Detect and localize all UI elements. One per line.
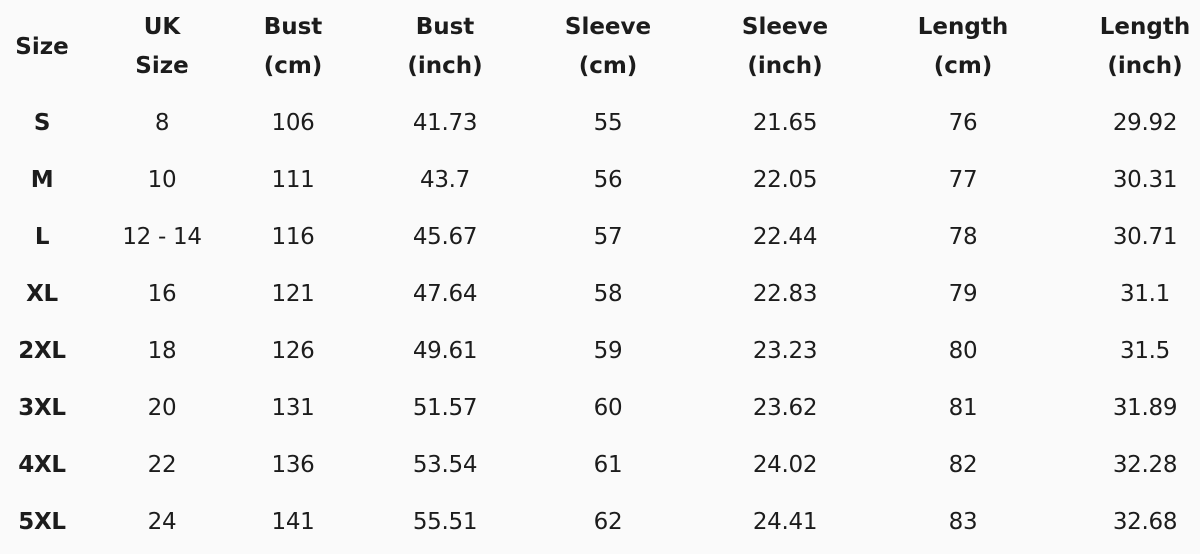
table-cell: 83 [948, 508, 978, 535]
column-header: UK Size [84, 0, 240, 94]
table-cell: 57 [593, 223, 623, 250]
table-cell: 59 [593, 337, 623, 364]
column-header-line: UK [143, 14, 181, 40]
table-row: XL 16 121 47.64 58 22.83 79 31.1 [0, 265, 1200, 322]
table-cell: 141 [271, 508, 315, 535]
table-cell: 81 [948, 394, 978, 421]
table-cell: 49.61 [412, 337, 478, 364]
table-cell: 61 [593, 451, 623, 478]
table-cell: 45.67 [412, 223, 478, 250]
table-row: M 10 111 43.7 56 22.05 77 30.31 [0, 151, 1200, 208]
table-cell: 78 [948, 223, 978, 250]
table-cell: 62 [593, 508, 623, 535]
size-label-cell: S [33, 109, 51, 136]
table-cell: 21.65 [752, 109, 818, 136]
table-row: 5XL 24 141 55.51 62 24.41 83 32.68 [0, 493, 1200, 550]
table-cell: 76 [948, 109, 978, 136]
table-cell: 116 [271, 223, 315, 250]
table-row: L 12 - 14 116 45.67 57 22.44 78 30.71 [0, 208, 1200, 265]
size-label-cell: XL [26, 280, 58, 307]
table-cell: 10 [147, 166, 177, 193]
table-cell: 77 [948, 166, 978, 193]
table-cell: 30.31 [1112, 166, 1178, 193]
column-header: Size [0, 0, 84, 94]
size-label-cell: 2XL [18, 337, 66, 364]
table-cell: 23.23 [752, 337, 818, 364]
table-cell: 31.89 [1112, 394, 1178, 421]
table-row: 2XL 18 126 49.61 59 23.23 80 31.5 [0, 322, 1200, 379]
size-label-cell: M [30, 166, 54, 193]
column-header: Length (cm) [898, 0, 1028, 94]
column-header-line: Length [917, 14, 1009, 40]
column-header-line: (inch) [747, 53, 823, 79]
table-cell: 31.5 [1119, 337, 1170, 364]
size-label-cell: L [34, 223, 50, 250]
table-cell: 30.71 [1112, 223, 1178, 250]
column-header-line: Bust [263, 14, 323, 40]
table-cell: 79 [948, 280, 978, 307]
size-label-cell: 3XL [18, 394, 66, 421]
table-cell: 32.28 [1112, 451, 1178, 478]
column-header-line: Size [15, 33, 69, 60]
table-cell: 55 [593, 109, 623, 136]
table-row: 3XL 20 131 51.57 60 23.62 81 31.89 [0, 379, 1200, 436]
table-cell: 24.02 [752, 451, 818, 478]
table-cell: 24.41 [752, 508, 818, 535]
size-label-cell: 5XL [18, 508, 66, 535]
table-cell: 60 [593, 394, 623, 421]
table-cell: 32.68 [1112, 508, 1178, 535]
table-cell: 136 [271, 451, 315, 478]
table-cell: 41.73 [412, 109, 478, 136]
table-cell: 121 [271, 280, 315, 307]
table-cell: 55.51 [412, 508, 478, 535]
column-header-line: Sleeve [741, 14, 829, 40]
table-cell: 22 [147, 451, 177, 478]
column-header: Length (inch) [1028, 0, 1200, 94]
table-cell: 106 [271, 109, 315, 136]
column-header-line: (cm) [263, 53, 323, 79]
table-cell: 12 - 14 [122, 223, 202, 250]
column-header-line: (inch) [407, 53, 483, 79]
column-header-line: (cm) [578, 53, 638, 79]
table-cell: 22.83 [752, 280, 818, 307]
column-header-line: (inch) [1107, 53, 1183, 79]
table-cell: 22.05 [752, 166, 818, 193]
column-header: Bust (cm) [240, 0, 346, 94]
column-header-line: Sleeve [564, 14, 652, 40]
column-header-line: Size [135, 53, 189, 79]
column-header: Sleeve (inch) [672, 0, 898, 94]
header-row: Size UK Size Bust (cm) Bust (inch) Sleeve (cm) Sl… [0, 0, 1200, 94]
table-cell: 8 [154, 109, 170, 136]
table-cell: 20 [147, 394, 177, 421]
column-header: Bust (inch) [346, 0, 544, 94]
table-cell: 43.7 [419, 166, 470, 193]
table-cell: 82 [948, 451, 978, 478]
column-header-line: (cm) [933, 53, 993, 79]
column-header: Sleeve (cm) [544, 0, 672, 94]
table-cell: 23.62 [752, 394, 818, 421]
table-cell: 111 [271, 166, 315, 193]
table-cell: 18 [147, 337, 177, 364]
table-cell: 53.54 [412, 451, 478, 478]
table-row: 4XL 22 136 53.54 61 24.02 82 32.28 [0, 436, 1200, 493]
table-cell: 126 [271, 337, 315, 364]
table-body: S 8 106 41.73 55 21.65 76 29.92 M 10 111 43.7 56 22.0… [0, 94, 1200, 550]
table-row: S 8 106 41.73 55 21.65 76 29.92 [0, 94, 1200, 151]
size-label-cell: 4XL [18, 451, 66, 478]
table-cell: 58 [593, 280, 623, 307]
table-cell: 16 [147, 280, 177, 307]
table-cell: 29.92 [1112, 109, 1178, 136]
column-header-line: Length [1099, 14, 1191, 40]
table-cell: 51.57 [412, 394, 478, 421]
table-cell: 47.64 [412, 280, 478, 307]
table-cell: 31.1 [1119, 280, 1170, 307]
table-cell: 56 [593, 166, 623, 193]
table-cell: 80 [948, 337, 978, 364]
column-header-line: Bust [415, 14, 475, 40]
table-cell: 22.44 [752, 223, 818, 250]
table-cell: 131 [271, 394, 315, 421]
table-cell: 24 [147, 508, 177, 535]
